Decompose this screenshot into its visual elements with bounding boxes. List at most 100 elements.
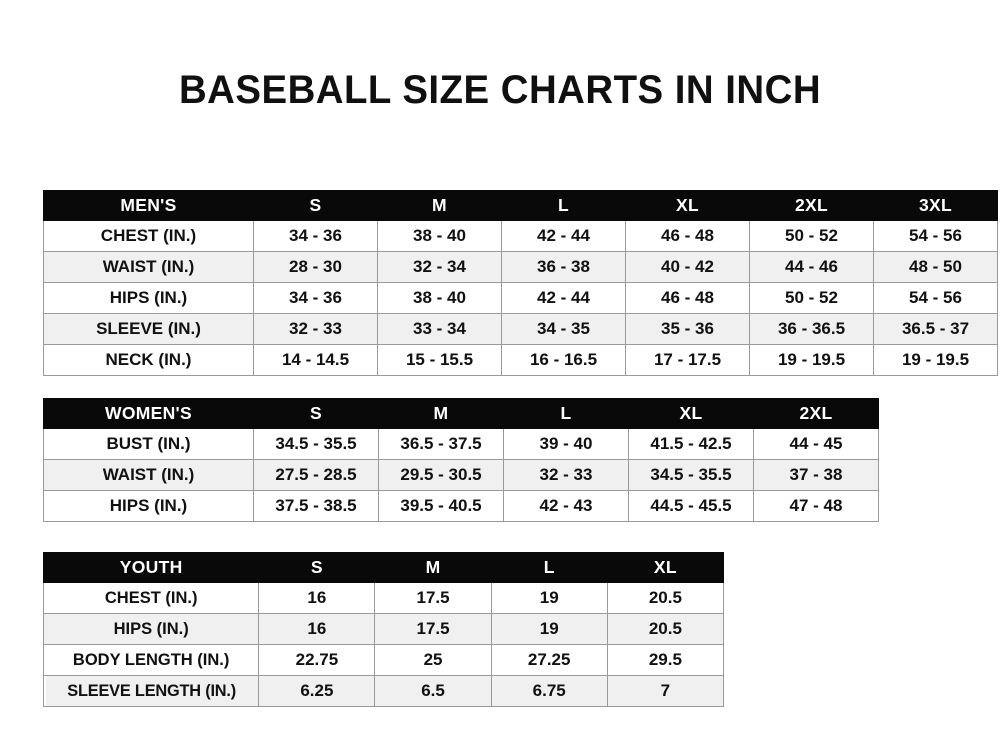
mens-measurement-value: 15 - 15.5 <box>377 344 502 376</box>
mens-measurement-label: NECK (IN.) <box>43 344 254 376</box>
mens-measurement-label: WAIST (IN.) <box>43 251 254 283</box>
table-row: NECK (IN.) 14 - 14.5 15 - 15.5 16 - 16.5 17 … <box>43 344 998 376</box>
mens-measurement-value: 50 - 52 <box>749 282 874 314</box>
youth-measurement-value: 29.5 <box>606 644 725 676</box>
womens-size-header-m: M <box>378 398 504 429</box>
mens-size-header-xl: XL <box>625 190 750 221</box>
mens-measurement-label: CHEST (IN.) <box>43 220 254 252</box>
mens-measurement-value: 17 - 17.5 <box>625 344 750 376</box>
page-title: BASEBALL SIZE CHARTS IN INCH <box>178 68 822 112</box>
womens-measurement-value: 37 - 38 <box>753 459 879 491</box>
youth-table-body: CHEST (IN.) 16 17.5 19 20.5 HIPS (IN.) 16 17.5 1… <box>42 582 725 707</box>
youth-measurement-value: 16 <box>258 613 376 645</box>
mens-size-table: MEN'S S M L XL 2XL 3XL CHEST (IN.) 34 - 36 38 - … <box>43 190 998 376</box>
youth-measurement-value: 6.75 <box>490 675 608 707</box>
mens-measurement-value: 36 - 36.5 <box>749 313 874 345</box>
youth-measurement-value: 20.5 <box>606 613 725 645</box>
womens-measurement-value: 34.5 - 35.5 <box>628 459 754 491</box>
mens-measurement-value: 50 - 52 <box>749 220 874 252</box>
youth-measurement-label: BODY LENGTH (IN.) <box>42 644 260 676</box>
mens-measurement-value: 36.5 - 37 <box>873 313 998 345</box>
mens-measurement-value: 35 - 36 <box>625 313 750 345</box>
womens-size-header-l: L <box>503 398 629 429</box>
youth-measurement-value: 19 <box>490 582 608 614</box>
youth-size-header-l: L <box>490 552 608 583</box>
table-row: HIPS (IN.) 37.5 - 38.5 39.5 - 40.5 42 - 43 4… <box>43 490 879 522</box>
womens-measurement-value: 32 - 33 <box>503 459 629 491</box>
youth-measurement-label: HIPS (IN.) <box>42 613 260 645</box>
mens-size-header-s: S <box>253 190 378 221</box>
youth-measurement-value: 25 <box>374 644 492 676</box>
womens-header-row: WOMEN'S S M L XL 2XL <box>43 398 879 429</box>
mens-measurement-value: 48 - 50 <box>873 251 998 283</box>
mens-measurement-value: 14 - 14.5 <box>253 344 378 376</box>
mens-measurement-value: 33 - 34 <box>377 313 502 345</box>
mens-measurement-value: 32 - 34 <box>377 251 502 283</box>
table-row: CHEST (IN.) 34 - 36 38 - 40 42 - 44 46 - 48 5… <box>43 220 998 252</box>
table-row: HIPS (IN.) 34 - 36 38 - 40 42 - 44 46 - 48 50… <box>43 282 998 314</box>
youth-measurement-value: 7 <box>606 675 725 707</box>
womens-table-body: BUST (IN.) 34.5 - 35.5 36.5 - 37.5 39 - 40 4… <box>43 428 879 522</box>
table-row: BUST (IN.) 34.5 - 35.5 36.5 - 37.5 39 - 40 4… <box>43 428 879 460</box>
womens-table-title: WOMEN'S <box>43 398 254 429</box>
table-row: WAIST (IN.) 27.5 - 28.5 29.5 - 30.5 32 - 33… <box>43 459 879 491</box>
mens-table-body: CHEST (IN.) 34 - 36 38 - 40 42 - 44 46 - 48 5… <box>43 220 998 376</box>
womens-measurement-label: HIPS (IN.) <box>43 490 254 522</box>
womens-size-table: WOMEN'S S M L XL 2XL BUST (IN.) 34.5 - 35.5 36.… <box>43 398 879 522</box>
womens-size-header-s: S <box>253 398 379 429</box>
womens-measurement-value: 37.5 - 38.5 <box>253 490 379 522</box>
womens-measurement-label: BUST (IN.) <box>43 428 254 460</box>
womens-measurement-value: 47 - 48 <box>753 490 879 522</box>
youth-header-row: YOUTH S M L XL <box>42 552 725 583</box>
youth-measurement-value: 16 <box>258 582 376 614</box>
mens-measurement-value: 42 - 44 <box>501 282 626 314</box>
womens-measurement-value: 29.5 - 30.5 <box>378 459 504 491</box>
youth-table-header: YOUTH S M L XL <box>42 552 725 583</box>
womens-measurement-value: 34.5 - 35.5 <box>253 428 379 460</box>
mens-size-header-3xl: 3XL <box>873 190 998 221</box>
mens-size-header-l: L <box>501 190 626 221</box>
womens-measurement-value: 39 - 40 <box>503 428 629 460</box>
mens-measurement-value: 16 - 16.5 <box>501 344 626 376</box>
youth-measurement-label: SLEEVE LENGTH (IN.) <box>44 675 259 707</box>
youth-measurement-value: 19 <box>490 613 608 645</box>
mens-size-header-2xl: 2XL <box>749 190 874 221</box>
mens-header-row: MEN'S S M L XL 2XL 3XL <box>43 190 998 221</box>
mens-measurement-value: 34 - 36 <box>253 282 378 314</box>
mens-measurement-value: 36 - 38 <box>501 251 626 283</box>
mens-measurement-value: 42 - 44 <box>501 220 626 252</box>
mens-measurement-label: SLEEVE (IN.) <box>43 313 254 345</box>
youth-size-table: YOUTH S M L XL CHEST (IN.) 16 17.5 19 20.5 HIPS (… <box>42 552 725 707</box>
table-row: CHEST (IN.) 16 17.5 19 20.5 <box>42 582 725 614</box>
mens-measurement-value: 54 - 56 <box>873 220 998 252</box>
mens-measurement-value: 19 - 19.5 <box>749 344 874 376</box>
youth-measurement-value: 27.25 <box>490 644 608 676</box>
youth-measurement-value: 6.5 <box>374 675 492 707</box>
table-row: WAIST (IN.) 28 - 30 32 - 34 36 - 38 40 - 42 4… <box>43 251 998 283</box>
womens-measurement-value: 36.5 - 37.5 <box>378 428 504 460</box>
mens-measurement-value: 46 - 48 <box>625 220 750 252</box>
youth-measurement-value: 17.5 <box>374 613 492 645</box>
mens-table-header: MEN'S S M L XL 2XL 3XL <box>43 190 998 221</box>
womens-size-header-2xl: 2XL <box>753 398 879 429</box>
mens-measurement-value: 28 - 30 <box>253 251 378 283</box>
womens-measurement-value: 27.5 - 28.5 <box>253 459 379 491</box>
mens-measurement-label: HIPS (IN.) <box>43 282 254 314</box>
womens-measurement-value: 42 - 43 <box>503 490 629 522</box>
mens-measurement-value: 54 - 56 <box>873 282 998 314</box>
youth-measurement-value: 6.25 <box>258 675 376 707</box>
youth-size-header-xl: XL <box>606 552 725 583</box>
mens-measurement-value: 32 - 33 <box>253 313 378 345</box>
youth-measurement-value: 22.75 <box>258 644 376 676</box>
womens-measurement-value: 44.5 - 45.5 <box>628 490 754 522</box>
youth-table-title: YOUTH <box>42 552 260 583</box>
youth-size-header-s: S <box>258 552 376 583</box>
table-row: SLEEVE LENGTH (IN.) 6.25 6.5 6.75 7 <box>44 675 725 707</box>
mens-measurement-value: 46 - 48 <box>625 282 750 314</box>
youth-measurement-value: 20.5 <box>606 582 725 614</box>
table-row: BODY LENGTH (IN.) 22.75 25 27.25 29.5 <box>42 644 725 676</box>
mens-measurement-value: 40 - 42 <box>625 251 750 283</box>
mens-measurement-value: 19 - 19.5 <box>873 344 998 376</box>
mens-measurement-value: 44 - 46 <box>749 251 874 283</box>
